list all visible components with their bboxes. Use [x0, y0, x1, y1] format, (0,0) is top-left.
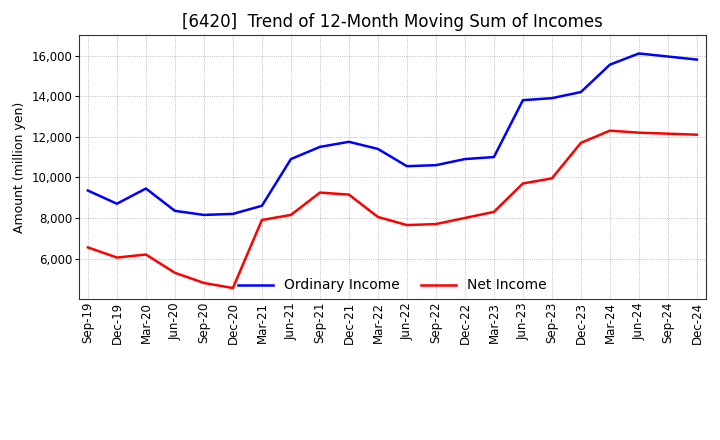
- Net Income: [228, 286, 237, 291]
- Net Income: [199, 280, 208, 286]
- Net Income: [142, 252, 150, 257]
- Ordinary Income: [84, 188, 92, 193]
- Net Income: [112, 255, 121, 260]
- Ordinary Income: [199, 212, 208, 217]
- Ordinary Income: [345, 139, 354, 144]
- Ordinary Income: [142, 186, 150, 191]
- Ordinary Income: [577, 89, 585, 95]
- Ordinary Income: [490, 154, 498, 160]
- Ordinary Income: [664, 54, 672, 59]
- Ordinary Income: [461, 157, 469, 162]
- Net Income: [634, 130, 643, 136]
- Ordinary Income: [228, 211, 237, 216]
- Net Income: [461, 215, 469, 220]
- Net Income: [606, 128, 614, 133]
- Legend: Ordinary Income, Net Income: Ordinary Income, Net Income: [233, 272, 552, 297]
- Ordinary Income: [518, 98, 527, 103]
- Net Income: [693, 132, 701, 137]
- Ordinary Income: [693, 57, 701, 62]
- Ordinary Income: [258, 203, 266, 209]
- Ordinary Income: [112, 201, 121, 206]
- Net Income: [315, 190, 324, 195]
- Net Income: [577, 140, 585, 146]
- Net Income: [374, 214, 382, 220]
- Net Income: [548, 176, 557, 181]
- Ordinary Income: [287, 157, 295, 162]
- Net Income: [171, 270, 179, 275]
- Ordinary Income: [171, 208, 179, 213]
- Net Income: [664, 131, 672, 136]
- Net Income: [84, 245, 92, 250]
- Title: [6420]  Trend of 12-Month Moving Sum of Incomes: [6420] Trend of 12-Month Moving Sum of I…: [182, 13, 603, 31]
- Ordinary Income: [315, 144, 324, 150]
- Net Income: [258, 217, 266, 223]
- Net Income: [490, 209, 498, 215]
- Ordinary Income: [634, 51, 643, 56]
- Net Income: [518, 181, 527, 186]
- Ordinary Income: [402, 164, 411, 169]
- Ordinary Income: [606, 62, 614, 67]
- Net Income: [431, 221, 440, 227]
- Ordinary Income: [548, 95, 557, 101]
- Line: Ordinary Income: Ordinary Income: [88, 54, 697, 215]
- Net Income: [345, 192, 354, 197]
- Y-axis label: Amount (million yen): Amount (million yen): [13, 102, 26, 233]
- Net Income: [402, 223, 411, 228]
- Ordinary Income: [374, 146, 382, 151]
- Net Income: [287, 212, 295, 217]
- Line: Net Income: Net Income: [88, 131, 697, 288]
- Ordinary Income: [431, 162, 440, 168]
